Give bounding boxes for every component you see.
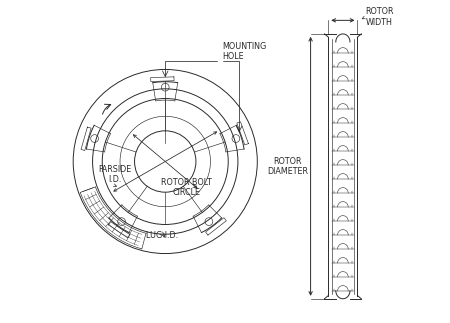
Text: ROTOR
WIDTH: ROTOR WIDTH <box>365 7 394 27</box>
Text: ROTOR
DIAMETER: ROTOR DIAMETER <box>267 157 308 176</box>
Text: MOUNTING
HOLE: MOUNTING HOLE <box>222 42 266 61</box>
Text: ROTOR BOLT
CIRCLE: ROTOR BOLT CIRCLE <box>161 178 212 197</box>
Text: LUG I.D.: LUG I.D. <box>146 231 178 240</box>
Text: FARSIDE
I.D.: FARSIDE I.D. <box>99 165 132 184</box>
